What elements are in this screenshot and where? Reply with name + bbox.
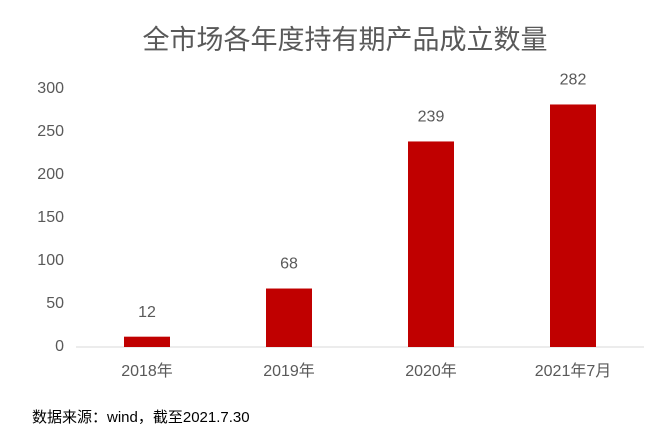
bar	[408, 141, 454, 347]
chart-title: 全市场各年度持有期产品成立数量	[143, 25, 548, 55]
y-tick-label: 300	[37, 80, 64, 97]
data-label: 12	[138, 304, 156, 321]
x-tick-label: 2020年	[405, 362, 457, 380]
data-label: 239	[418, 109, 445, 126]
x-tick-label: 2018年	[121, 362, 173, 380]
bar	[124, 336, 170, 347]
y-tick-label: 150	[37, 209, 64, 226]
bar	[266, 288, 312, 347]
source-note: 数据来源：wind，截至2021.7.30	[32, 409, 250, 426]
x-tick-label: 2019年	[263, 362, 315, 380]
y-tick-label: 250	[37, 123, 64, 140]
y-tick-label: 100	[37, 252, 64, 269]
y-tick-label: 0	[55, 338, 64, 355]
data-label: 68	[280, 256, 298, 273]
y-tick-label: 50	[46, 295, 64, 312]
y-tick-label: 200	[37, 166, 64, 183]
bar	[550, 104, 596, 347]
data-label: 282	[560, 72, 587, 89]
x-tick-label: 2021年7月	[535, 362, 612, 380]
